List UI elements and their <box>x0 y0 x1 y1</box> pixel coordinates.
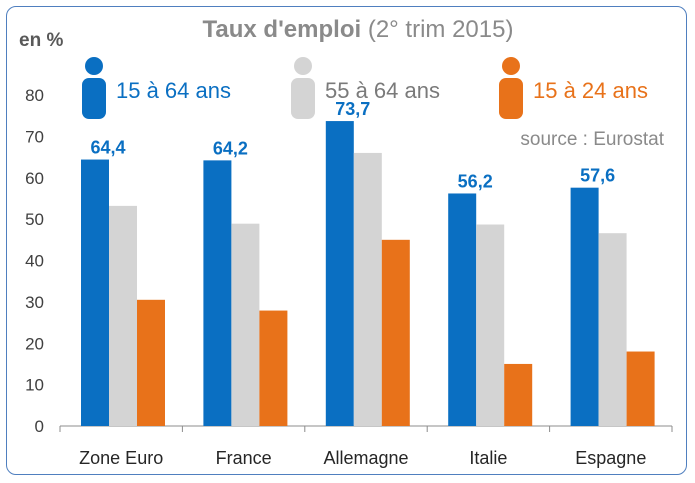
person-icon-head <box>294 57 312 75</box>
person-icon-body <box>291 78 315 119</box>
bar-1 <box>203 160 232 426</box>
bar-3 <box>137 299 165 426</box>
x-category-label: Espagne <box>575 448 646 468</box>
bar-1 <box>448 193 477 426</box>
person-icon-head <box>502 57 520 75</box>
person-icon <box>499 57 523 119</box>
x-category-label: Allemagne <box>323 448 408 468</box>
y-tick-label: 30 <box>25 293 44 312</box>
x-category-label: France <box>216 448 272 468</box>
legend-label: 15 à 64 ans <box>116 78 231 103</box>
person-icon <box>82 57 106 119</box>
data-label: 64,4 <box>90 138 125 158</box>
bar-1 <box>325 121 354 426</box>
bar-3 <box>504 363 533 426</box>
legend: 15 à 64 ans 55 à 64 ans 15 à 24 ans <box>82 57 648 119</box>
bar-3 <box>626 351 655 426</box>
legend-item: 15 à 64 ans <box>82 57 231 119</box>
axes: 0 10 20 30 40 50 60 70 80 Zone Euro France Allemagn… <box>25 86 673 468</box>
y-axis-unit-label: en % <box>19 30 63 51</box>
data-label: 56,2 <box>458 171 493 191</box>
y-tick-label: 60 <box>25 169 44 188</box>
y-tick-label: 10 <box>25 376 44 395</box>
chart-title: Taux d'emploi (2° trim 2015) <box>203 16 514 43</box>
data-label: 64,2 <box>213 138 248 158</box>
legend-label: 15 à 24 ans <box>533 78 648 103</box>
data-label: 57,6 <box>580 166 615 186</box>
bar-1 <box>81 159 109 427</box>
y-tick-label: 80 <box>25 86 44 105</box>
person-icon-body <box>82 78 106 119</box>
person-icon-head <box>85 57 103 75</box>
bar-3 <box>259 310 288 426</box>
person-icon-body <box>499 78 523 119</box>
person-icon <box>291 57 315 119</box>
bar-2 <box>598 233 627 426</box>
x-category-label: Zone Euro <box>79 448 163 468</box>
bars: 64,4 64,2 73,7 56,2 57,6 <box>81 99 655 427</box>
legend-item: 15 à 24 ans <box>499 57 648 119</box>
bar-2 <box>109 205 137 426</box>
source-note: source : Eurostat <box>520 129 664 150</box>
bar-2 <box>353 152 382 427</box>
bar-2 <box>476 224 505 426</box>
y-tick-label: 0 <box>35 417 44 436</box>
x-category-label: Italie <box>469 448 507 468</box>
y-tick-label: 40 <box>25 252 44 271</box>
legend-label: 55 à 64 ans <box>325 78 440 103</box>
chart-title-period: (2° trim 2015) <box>361 16 513 43</box>
data-label: 73,7 <box>335 99 370 119</box>
chart-title-bold: Taux d'emploi <box>203 16 362 43</box>
y-tick-label: 70 <box>25 127 44 146</box>
bar-2 <box>231 223 260 426</box>
legend-item: 55 à 64 ans <box>291 57 440 119</box>
bar-1 <box>570 187 599 426</box>
y-tick-label: 20 <box>25 334 44 353</box>
y-tick-label: 50 <box>25 210 44 229</box>
bar-3 <box>381 239 410 426</box>
